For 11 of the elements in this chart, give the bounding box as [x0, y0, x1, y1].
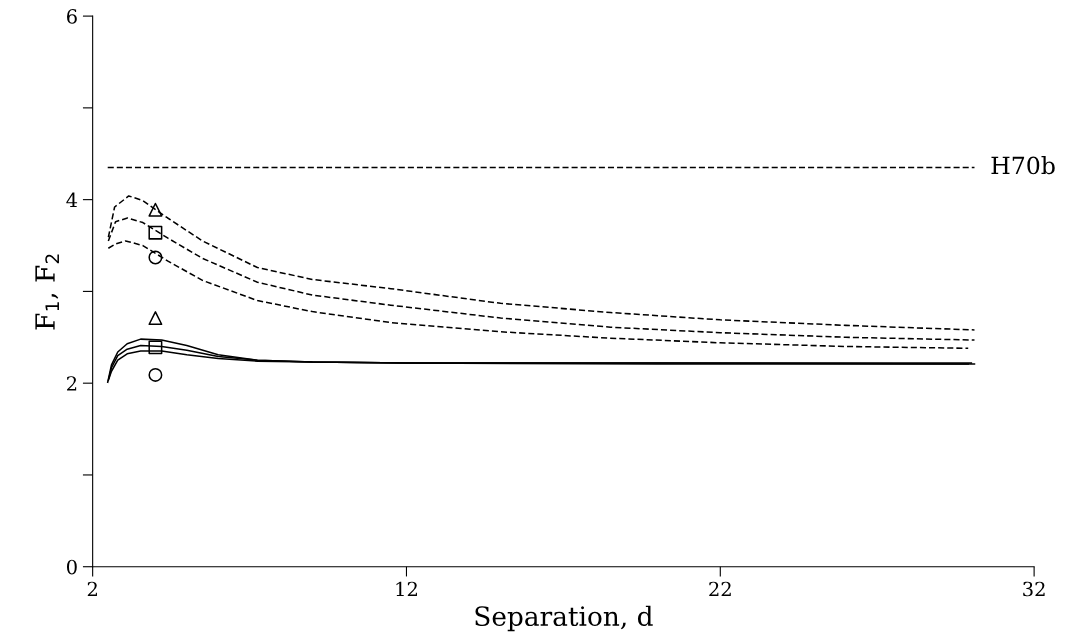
- y-tick-label: 0: [66, 559, 77, 575]
- y-axis-title: F$_{1}$, F$_{2}$: [35, 254, 59, 330]
- ref-line-label: H70b: [991, 156, 1055, 175]
- x-tick-label: 2: [87, 581, 97, 597]
- x-tick-label: 12: [396, 581, 417, 597]
- y-tick-label: 6: [67, 9, 77, 24]
- y-tick-label: 4: [66, 192, 78, 208]
- y-tick-label: 2: [67, 376, 77, 391]
- x-tick-label: 22: [709, 581, 731, 597]
- x-axis-title: Separation, d: [475, 605, 653, 632]
- x-tick-label: 32: [1023, 581, 1045, 597]
